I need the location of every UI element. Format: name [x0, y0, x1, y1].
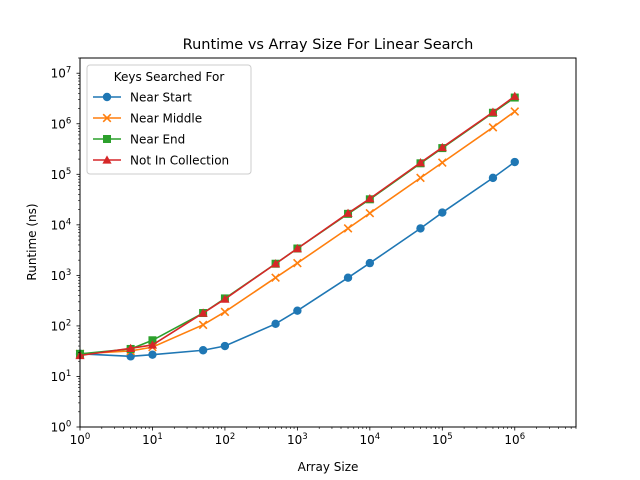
- x-tick-label: 106: [504, 432, 525, 447]
- data-point-near-start: [148, 350, 157, 359]
- series-layer: [75, 91, 520, 361]
- data-point-near-middle: [416, 173, 425, 183]
- y-axis-label: Runtime (ns): [25, 203, 39, 280]
- data-point-near-end: [148, 336, 157, 345]
- x-tick-label: 104: [359, 432, 380, 447]
- data-point-not-in-collection: [147, 340, 158, 349]
- data-point-near-start: [343, 273, 353, 282]
- legend-marker: [102, 113, 112, 123]
- data-point-not-in-collection: [270, 259, 281, 268]
- data-point-near-start: [293, 306, 302, 315]
- data-point-not-in-collection: [198, 308, 208, 317]
- data-point-near-middle: [510, 107, 520, 116]
- data-point-near-middle: [488, 122, 498, 132]
- legend-frame: [86, 64, 252, 175]
- data-point-not-in-collection: [292, 243, 302, 253]
- x-tick-label: 102: [215, 432, 236, 447]
- legend-marker: [103, 135, 111, 143]
- data-point-near-middle: [437, 158, 447, 168]
- y-tick-label: 105: [51, 167, 72, 182]
- data-point-near-start: [220, 341, 230, 351]
- data-point-not-in-collection: [126, 343, 136, 353]
- data-point-near-start: [365, 258, 375, 268]
- data-point-not-in-collection: [510, 91, 520, 100]
- data-point-not-in-collection: [415, 158, 426, 167]
- legend-title: Keys Searched For: [114, 70, 225, 84]
- chart-title: Runtime vs Array Size For Linear Search: [183, 37, 474, 53]
- legend-label: Near End: [130, 133, 185, 147]
- data-point-near-middle: [271, 273, 280, 283]
- legend-label: Near Start: [130, 91, 192, 105]
- y-tick-label: 101: [51, 369, 72, 384]
- data-point-not-in-collection: [437, 142, 447, 152]
- legend-label: Near Middle: [130, 112, 202, 126]
- data-point-near-start: [438, 208, 447, 217]
- legend-entry-near-end: Near End: [93, 133, 185, 147]
- legend-entry-not-in-collection: Not In Collection: [93, 154, 229, 168]
- data-point-near-start: [510, 157, 519, 167]
- data-point-near-middle: [198, 320, 208, 330]
- x-tick-label: 105: [432, 432, 453, 447]
- x-tick-label: 103: [287, 432, 308, 447]
- data-point-near-start: [198, 346, 208, 355]
- legend-label: Not In Collection: [130, 154, 229, 168]
- data-point-not-in-collection: [365, 194, 375, 203]
- data-point-near-start: [126, 352, 135, 361]
- data-point-near-middle: [343, 224, 353, 233]
- legend-marker: [102, 92, 112, 102]
- data-point-near-start: [416, 224, 425, 233]
- x-axis: 100 101 102 103 104 105 106: [70, 427, 577, 447]
- data-point-near-middle: [365, 208, 375, 218]
- legend-marker: [102, 155, 112, 164]
- data-point-near-start: [488, 173, 498, 183]
- y-axis: 100 101 102 103 104 105 106 107: [51, 57, 80, 435]
- series-not-in-collection: [75, 91, 520, 360]
- data-point-near-middle: [220, 307, 230, 317]
- data-point-near-middle: [293, 258, 302, 268]
- data-point-near-start: [271, 319, 280, 329]
- y-tick-label: 107: [51, 66, 72, 81]
- data-point-not-in-collection: [488, 107, 498, 116]
- legend-entry-near-middle: Near Middle: [93, 112, 202, 126]
- y-tick-label: 102: [51, 318, 72, 333]
- legend-entries: Near Start Near Middle Near End Not In Coll…: [93, 91, 229, 168]
- y-tick-label: 104: [51, 217, 72, 232]
- x-tick-label: 101: [142, 432, 163, 447]
- data-point-not-in-collection: [343, 208, 353, 217]
- x-tick-label: 100: [70, 432, 91, 447]
- x-axis-label: Array Size: [298, 460, 359, 474]
- plot-frame: [79, 57, 577, 428]
- data-point-not-in-collection: [220, 294, 230, 303]
- y-tick-label: 106: [51, 116, 72, 131]
- y-tick-label: 103: [51, 268, 72, 283]
- y-tick-label: 100: [51, 420, 72, 435]
- legend-entry-near-start: Near Start: [93, 91, 192, 105]
